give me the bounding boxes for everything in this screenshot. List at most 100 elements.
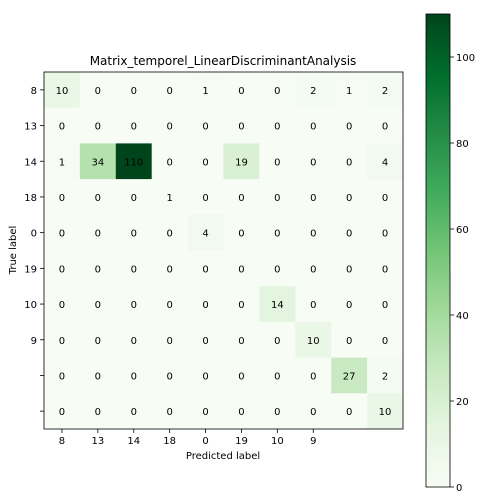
matrix-cell — [115, 143, 153, 180]
matrix-cell — [331, 143, 368, 180]
y-tick-label: 19 — [24, 264, 37, 275]
y-tick-label: 14 — [24, 157, 37, 168]
cell-value-label: 0 — [95, 122, 101, 133]
matrix-cell — [151, 107, 188, 144]
cell-value-label: 2 — [382, 371, 388, 382]
matrix-cell — [151, 179, 188, 216]
cell-value-label: 0 — [346, 157, 352, 168]
matrix-cell — [259, 393, 296, 430]
cell-value-label: 0 — [95, 264, 101, 275]
matrix-cell — [223, 72, 260, 109]
matrix-cell — [367, 214, 404, 251]
cell-value-label: 0 — [166, 157, 172, 168]
cell-value-label: 0 — [346, 300, 352, 311]
matrix-cell — [187, 214, 224, 251]
matrix-cell — [79, 357, 117, 394]
cell-value-label: 0 — [166, 300, 172, 311]
cell-value-label: 0 — [95, 371, 101, 382]
matrix-cell — [44, 72, 81, 109]
matrix-cell — [295, 214, 332, 251]
cell-value-label: 0 — [382, 229, 388, 240]
cell-value-label: 0 — [274, 407, 280, 418]
cell-value-label: 0 — [95, 86, 101, 97]
cell-value-label: 0 — [238, 300, 244, 311]
matrix-cell — [331, 321, 368, 358]
cell-value-label: 0 — [166, 264, 172, 275]
cell-value-label: 1 — [346, 86, 352, 97]
matrix-cell — [331, 286, 368, 323]
matrix-cell — [223, 143, 260, 180]
cell-value-label: 0 — [95, 336, 101, 347]
cell-value-label: 0 — [166, 122, 172, 133]
cell-value-label: 0 — [310, 229, 316, 240]
cell-value-label: 0 — [274, 264, 280, 275]
matrix-cell — [151, 393, 188, 430]
cell-value-label: 0 — [59, 300, 65, 311]
cell-value-label: 0 — [59, 193, 65, 204]
matrix-cell — [295, 107, 332, 144]
matrix-cell — [295, 250, 332, 287]
matrix-cell — [259, 143, 296, 180]
matrix-cell — [259, 107, 296, 144]
cell-value-label: 0 — [131, 300, 137, 311]
cell-value-label: 0 — [131, 371, 137, 382]
cell-value-label: 0 — [59, 336, 65, 347]
matrix-cell — [151, 143, 188, 180]
cell-value-label: 0 — [346, 229, 352, 240]
matrix-cell — [259, 214, 296, 251]
cell-value-label: 0 — [59, 229, 65, 240]
matrix-cell — [115, 72, 153, 109]
matrix-cell — [187, 107, 224, 144]
matrix-cell — [187, 179, 224, 216]
colorbar — [425, 13, 451, 488]
matrix-cell — [187, 357, 224, 394]
matrix-cell — [295, 72, 332, 109]
cell-value-label: 0 — [202, 157, 208, 168]
matrix-cell — [259, 321, 296, 358]
matrix-cell — [151, 286, 188, 323]
matrix-cell — [44, 179, 81, 216]
cell-value-label: 0 — [310, 193, 316, 204]
cell-value-label: 0 — [166, 229, 172, 240]
matrix-cell — [223, 357, 260, 394]
cell-value-label: 4 — [202, 229, 208, 240]
y-tick-label: 13 — [24, 122, 37, 133]
cell-value-label: 0 — [131, 407, 137, 418]
matrix-cell — [367, 72, 404, 109]
x-tick-label: 8 — [59, 436, 65, 447]
cell-value-label: 0 — [202, 371, 208, 382]
x-tick-label: 9 — [310, 436, 316, 447]
colorbar-tick-label: 100 — [456, 53, 475, 64]
matrix-cell — [295, 286, 332, 323]
cell-value-label: 1 — [202, 86, 208, 97]
cell-value-label: 0 — [238, 371, 244, 382]
cell-value-label: 0 — [59, 264, 65, 275]
x-axis-label: Predicted label — [186, 451, 260, 462]
cell-value-label: 0 — [346, 336, 352, 347]
matrix-cell — [115, 107, 153, 144]
cell-value-label: 0 — [382, 264, 388, 275]
matrix-cell — [187, 143, 224, 180]
cell-value-label: 0 — [382, 336, 388, 347]
cell-value-label: 0 — [346, 122, 352, 133]
matrix-cell — [44, 143, 81, 180]
y-tick-label: 18 — [24, 193, 37, 204]
cell-value-label: 19 — [235, 157, 248, 168]
matrix-cell — [367, 107, 404, 144]
cell-value-label: 0 — [166, 371, 172, 382]
matrix-cell — [44, 357, 81, 394]
x-tick-label: 0 — [202, 436, 208, 447]
matrix-cell — [79, 72, 117, 109]
matrix-cell — [367, 393, 404, 430]
matrix-cell — [79, 143, 117, 180]
y-tick-label: 8 — [31, 86, 37, 97]
cell-value-label: 0 — [59, 371, 65, 382]
cell-value-label: 0 — [310, 122, 316, 133]
cell-value-label: 0 — [238, 86, 244, 97]
x-tick-label: 18 — [163, 436, 176, 447]
matrix-cell — [331, 357, 368, 394]
cell-value-label: 2 — [382, 86, 388, 97]
matrix-cell — [259, 179, 296, 216]
colorbar-tick-label: 20 — [456, 397, 469, 408]
